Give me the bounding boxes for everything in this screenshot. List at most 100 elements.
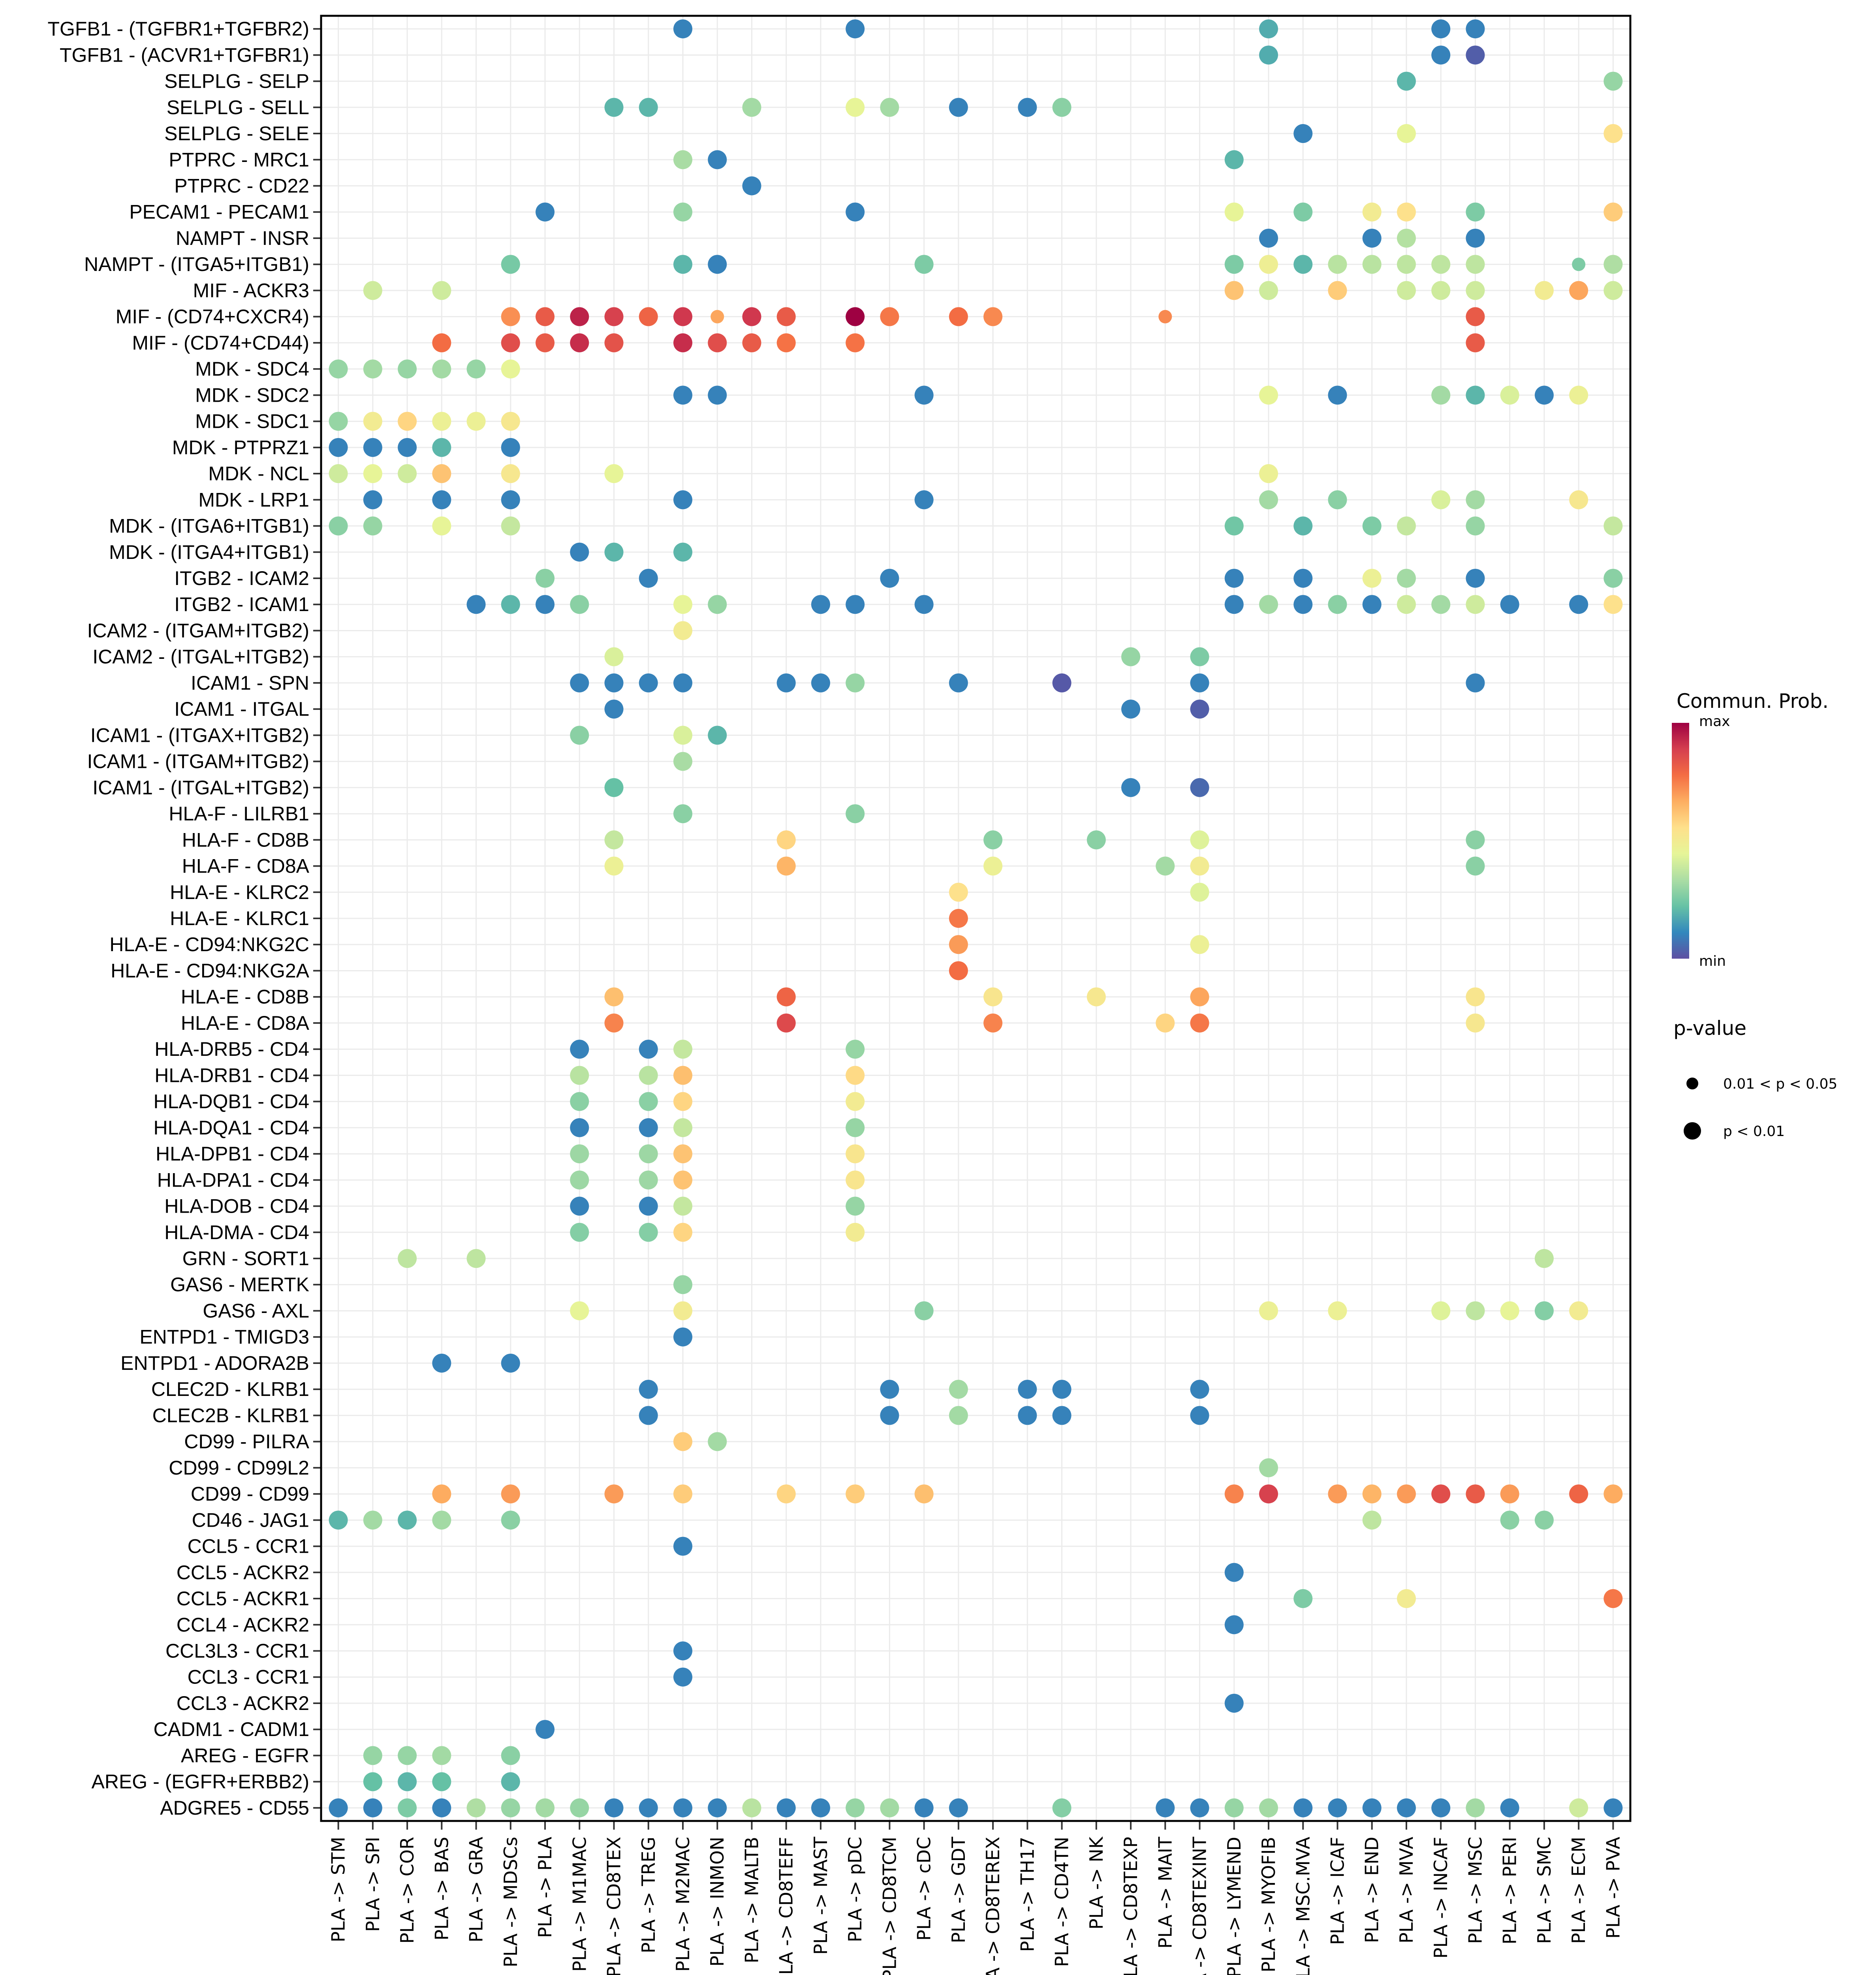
y-tick-label: HLA-DQA1 - CD4 [153, 1117, 309, 1139]
data-point [1362, 1798, 1382, 1817]
y-tick-label: ICAM1 - (ITGAM+ITGB2) [87, 750, 309, 773]
x-tick-label: PLA -> BAS [431, 1837, 452, 1941]
data-point [1190, 830, 1209, 850]
data-point [914, 255, 934, 274]
data-point [1293, 568, 1313, 588]
data-point [949, 1798, 968, 1817]
y-tick-label: CCL5 - ACKR2 [177, 1561, 309, 1584]
data-point [1534, 1301, 1554, 1320]
data-point [742, 333, 761, 352]
data-point [914, 1484, 934, 1504]
y-tick-label: MIF - (CD74+CXCR4) [116, 306, 309, 328]
data-point [536, 333, 555, 352]
data-point [1431, 19, 1451, 39]
data-point [501, 595, 520, 614]
data-point [1018, 98, 1037, 117]
y-tick-label: TGFB1 - (ACVR1+TGFBR1) [60, 44, 309, 66]
data-point [536, 1720, 555, 1739]
data-point [1190, 647, 1209, 666]
data-point [1224, 1563, 1244, 1582]
data-point [1190, 1798, 1209, 1817]
data-point [432, 1772, 451, 1791]
data-point [639, 1798, 658, 1817]
data-point [1466, 568, 1485, 588]
y-tick-label: ADGRE5 - CD55 [160, 1797, 309, 1819]
data-point [949, 673, 968, 692]
data-point [1362, 595, 1382, 614]
data-point [673, 542, 692, 562]
data-point [1293, 255, 1313, 274]
data-point [673, 1066, 692, 1085]
y-tick-label: HLA-F - CD8B [182, 829, 309, 851]
data-point [673, 307, 692, 326]
data-point [673, 1641, 692, 1661]
data-point [1569, 1484, 1588, 1504]
x-tick-label: PLA -> CD8TEXP [1120, 1837, 1141, 1975]
data-point [1190, 856, 1209, 876]
data-point [673, 150, 692, 169]
data-point [1224, 150, 1244, 169]
data-point [1087, 830, 1106, 850]
data-point [1466, 856, 1485, 876]
data-point [570, 307, 589, 326]
data-point [639, 1380, 658, 1399]
data-point [1397, 228, 1416, 248]
data-point [1328, 490, 1347, 510]
data-point [673, 333, 692, 352]
data-point [329, 412, 348, 431]
data-point [1603, 1589, 1623, 1608]
data-point [1259, 281, 1278, 300]
x-tick-label: PLA -> END [1361, 1837, 1383, 1943]
y-tick-label: ICAM1 - (ITGAL+ITGB2) [92, 777, 309, 799]
data-point [1603, 1798, 1623, 1817]
data-point [466, 1798, 486, 1817]
data-point [1052, 98, 1071, 117]
x-tick-label: PLA -> M2MAC [672, 1837, 694, 1972]
data-point [1224, 568, 1244, 588]
data-point [639, 1170, 658, 1190]
y-tick-label: CCL3 - ACKR2 [177, 1692, 309, 1714]
data-point [1158, 310, 1172, 324]
y-tick-label: ICAM1 - SPN [191, 672, 309, 694]
data-point [1190, 987, 1209, 1006]
data-point [1603, 202, 1623, 222]
data-point [1018, 1380, 1037, 1399]
data-point [1466, 202, 1485, 222]
data-point [639, 1223, 658, 1242]
y-tick-label: HLA-DQB1 - CD4 [153, 1091, 309, 1113]
size-legend-small-label: 0.01 < p < 0.05 [1723, 1076, 1837, 1092]
y-tick-label: HLA-E - CD8A [181, 1012, 310, 1034]
y-tick-label: MDK - LRP1 [198, 489, 309, 511]
data-point [846, 1066, 865, 1085]
data-point [398, 438, 417, 457]
data-point [398, 1798, 417, 1817]
data-point [363, 1772, 382, 1791]
data-point [846, 333, 865, 352]
data-point [570, 1118, 589, 1137]
data-point [1603, 71, 1623, 91]
data-point [1603, 255, 1623, 274]
data-point [1259, 19, 1278, 39]
data-point [776, 856, 796, 876]
y-tick-label: CCL4 - ACKR2 [177, 1614, 309, 1636]
y-axis-labels: TGFB1 - (TGFBR1+TGFBR2) TGFB1 - (ACVR1+TG… [47, 18, 321, 1819]
x-tick-label: PLA -> MAIT [1154, 1836, 1176, 1949]
data-point [1431, 45, 1451, 65]
data-point [1603, 595, 1623, 614]
y-tick-label: AREG - (EGFR+ERBB2) [92, 1771, 310, 1793]
data-point [329, 516, 348, 536]
data-point [914, 1798, 934, 1817]
data-point [1259, 45, 1278, 65]
y-tick-label: CD99 - CD99L2 [169, 1457, 309, 1479]
data-point [1466, 386, 1485, 405]
data-point [673, 726, 692, 745]
data-point [501, 255, 520, 274]
data-point [673, 595, 692, 614]
data-point [1087, 987, 1106, 1006]
y-tick-label: SELPLG - SELL [167, 96, 309, 118]
data-point [432, 333, 451, 352]
data-point [604, 1013, 624, 1033]
y-tick-label: NAMPT - (ITGA5+ITGB1) [84, 253, 309, 275]
y-tick-label: MIF - (CD74+CD44) [132, 332, 309, 354]
x-axis-labels: PLA -> STM PLA -> SPI PLA -> COR PLA -> BAS… [328, 1821, 1624, 1975]
